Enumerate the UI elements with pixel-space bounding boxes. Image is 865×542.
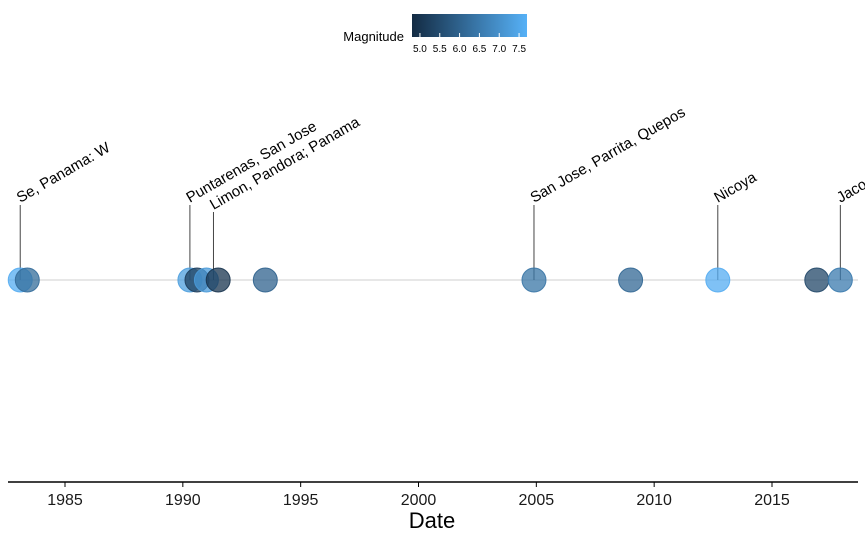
earthquake-point (252, 267, 278, 293)
event-label: Nicoya (711, 168, 760, 206)
legend-tick-label: 6.0 (453, 44, 467, 55)
x-tick-label: 2000 (401, 492, 437, 509)
legend: Magnitude 5.0 5.5 6.0 6.5 7.0 7.5 (343, 14, 527, 55)
legend-colorbar (412, 14, 527, 37)
legend-tick-label: 7.5 (512, 44, 526, 55)
earthquake-point (705, 267, 731, 293)
earthquake-point (521, 267, 547, 293)
earthquake-point (804, 267, 830, 293)
earthquake-point (618, 267, 644, 293)
x-tick-label: 1985 (47, 492, 83, 509)
earthquake-point (14, 267, 40, 293)
event-label: San Jose, Parrita, Quepos (527, 104, 688, 207)
x-axis-title: Date (409, 508, 455, 533)
earthquake-point (827, 267, 853, 293)
earthquake-point (205, 267, 231, 293)
legend-tick-label: 5.0 (413, 44, 427, 55)
event-label: Se, Panama: W (14, 139, 114, 207)
x-tick-label: 2005 (519, 492, 555, 509)
legend-tick-label: 7.0 (492, 44, 506, 55)
x-tick-label: 2010 (636, 492, 672, 509)
x-tick-label: 1995 (283, 492, 319, 509)
x-tick-label: 2015 (754, 492, 790, 509)
legend-tick-label: 6.5 (472, 44, 486, 55)
event-label: Limon, Pandora; Panama (207, 113, 363, 213)
event-label: Jaco (834, 176, 865, 207)
x-tick-label: 1990 (165, 492, 201, 509)
legend-title: Magnitude (343, 29, 404, 44)
legend-tick-label: 5.5 (433, 44, 447, 55)
